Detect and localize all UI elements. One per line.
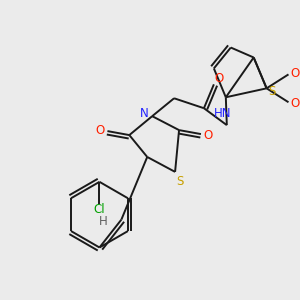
Text: N: N [140,107,148,120]
Text: O: O [291,67,300,80]
Text: O: O [203,129,212,142]
Text: HN: HN [214,107,232,120]
Text: S: S [268,85,275,98]
Text: S: S [176,175,184,188]
Text: O: O [214,72,224,85]
Text: O: O [96,124,105,136]
Text: O: O [291,97,300,110]
Text: Cl: Cl [94,203,105,216]
Text: H: H [99,215,108,228]
